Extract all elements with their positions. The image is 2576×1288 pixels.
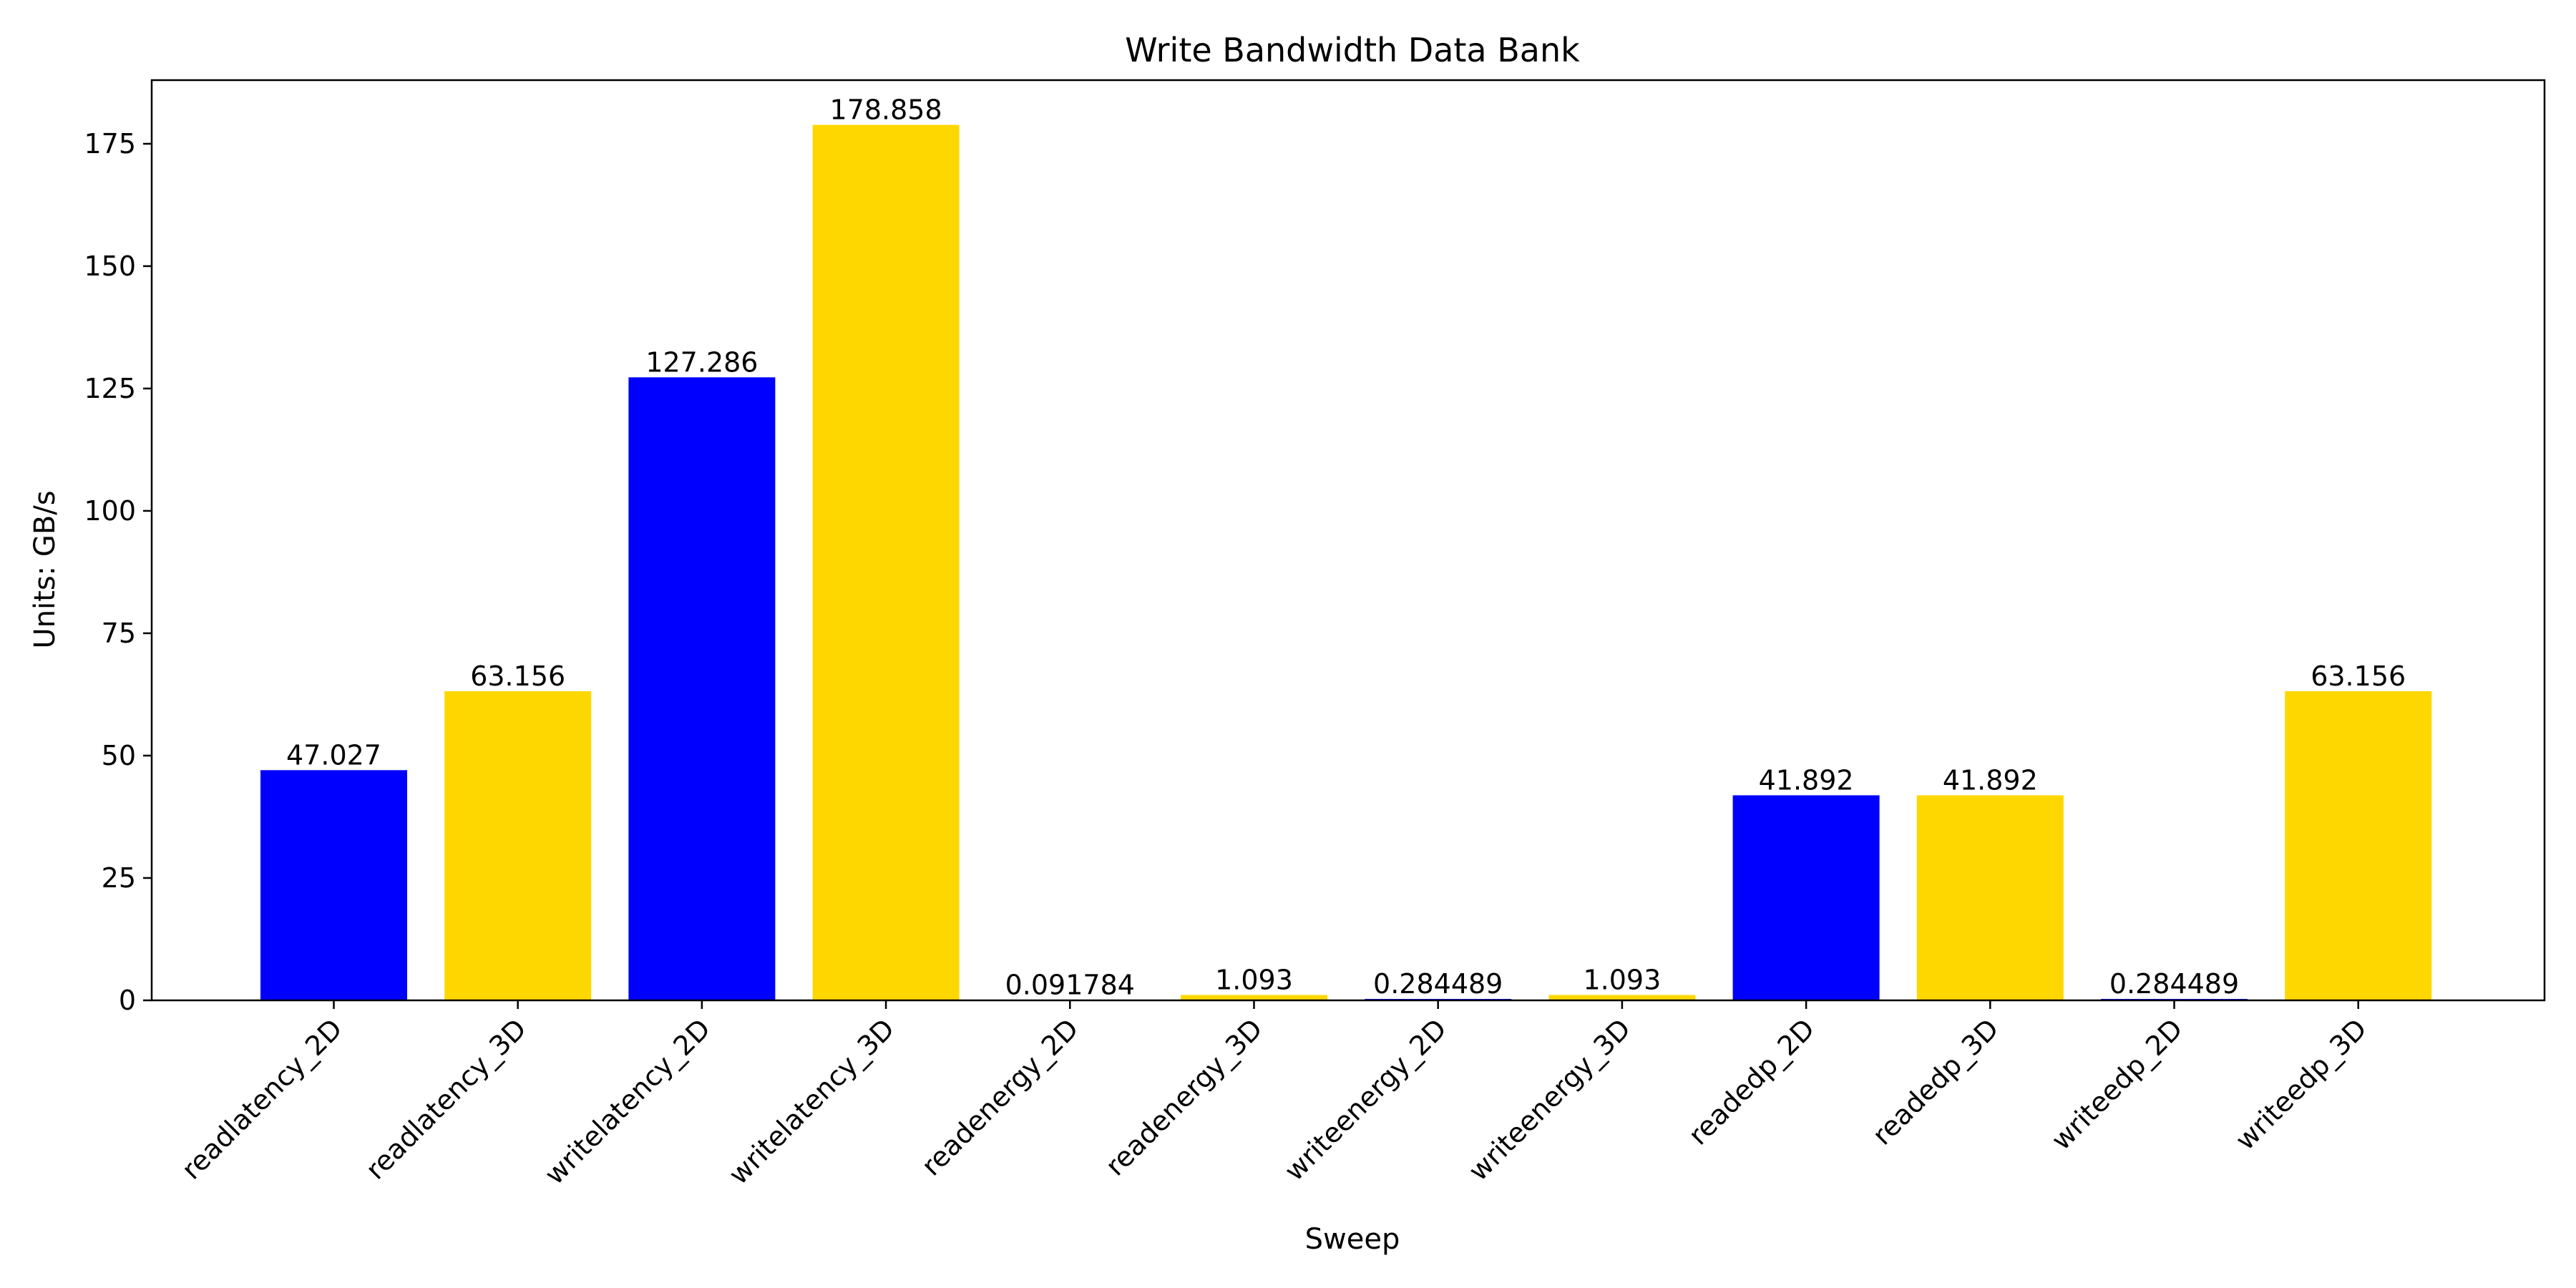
bar-value-label-writeenergy_2D: 0.284489: [1373, 968, 1503, 1000]
bar-value-label-writeenergy_3D: 1.093: [1584, 965, 1662, 996]
bar-value-label-readenergy_2D: 0.091784: [1005, 969, 1135, 1000]
y-axis: 0 25 50 75 100 125 150 175: [84, 128, 152, 1016]
bar-readenergy_3D: [1181, 995, 1327, 1000]
y-tick-label: 125: [84, 373, 136, 404]
bar-writeedp_3D: [2285, 691, 2432, 1000]
bar-writelatency_3D: [812, 125, 960, 1001]
bar-value-label-readedp_2D: 41.892: [1759, 764, 1854, 796]
bar-readlatency_3D: [444, 691, 592, 1000]
plot-area-frame: [150, 79, 2546, 1002]
bar-readedp_2D: [1732, 795, 1880, 1000]
y-tick-label: 175: [84, 128, 136, 160]
bar-value-label-writeedp_3D: 63.156: [2311, 660, 2406, 692]
bar-value-label-writeedp_2D: 0.284489: [2109, 968, 2239, 1000]
bar-value-label-readedp_3D: 41.892: [1943, 764, 2038, 796]
y-tick-label: 25: [102, 862, 136, 894]
bar-value-label-readlatency_3D: 63.156: [470, 660, 565, 692]
y-tick-label: 50: [102, 740, 136, 771]
y-tick-label: 150: [84, 250, 136, 282]
bar-writelatency_2D: [628, 377, 776, 1000]
bar-writeenergy_3D: [1548, 995, 1696, 1000]
bars-layer: [260, 125, 2432, 1001]
bar-readedp_3D: [1916, 795, 2064, 1000]
y-tick-label: 100: [84, 495, 136, 527]
bar-value-label-readlatency_2D: 47.027: [286, 739, 381, 771]
y-tick-label: 0: [119, 985, 136, 1016]
y-axis-label: Units: GB/s: [29, 490, 62, 648]
bar-readlatency_2D: [260, 770, 407, 1000]
bar-value-label-writelatency_3D: 178.858: [830, 94, 942, 126]
bar-value-label-writelatency_2D: 127.286: [645, 346, 758, 378]
bar-value-label-readenergy_3D: 1.093: [1215, 965, 1293, 996]
bar-labels-layer: 47.027 63.156 127.286 178.858 0.091784 1.093 0…: [286, 94, 2406, 1001]
x-axis-label: Sweep: [1305, 1223, 1400, 1256]
y-tick-label: 75: [102, 618, 136, 649]
chart-title: Write Bandwidth Data Bank: [1125, 31, 1580, 69]
